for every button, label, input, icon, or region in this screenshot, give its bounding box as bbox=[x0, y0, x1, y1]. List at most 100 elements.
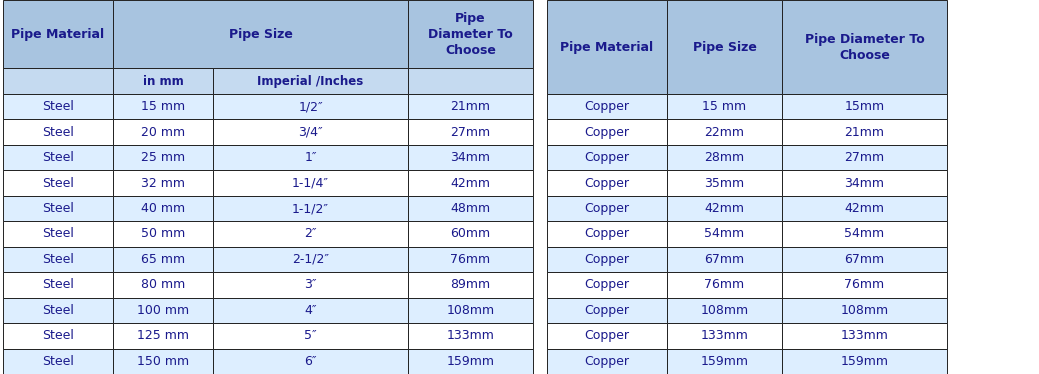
Bar bbox=[3, 272, 113, 298]
Text: Copper: Copper bbox=[585, 329, 630, 342]
Text: 28mm: 28mm bbox=[704, 151, 745, 164]
Text: 2″: 2″ bbox=[304, 227, 317, 240]
Bar bbox=[113, 349, 213, 374]
Bar bbox=[547, 221, 667, 247]
Text: 159mm: 159mm bbox=[700, 355, 748, 368]
Text: in mm: in mm bbox=[142, 74, 183, 88]
Bar bbox=[547, 196, 667, 221]
Bar bbox=[113, 272, 213, 298]
Text: 3/4″: 3/4″ bbox=[298, 126, 323, 139]
Text: 27mm: 27mm bbox=[451, 126, 490, 139]
Text: 54mm: 54mm bbox=[704, 227, 745, 240]
Bar bbox=[213, 247, 408, 272]
Bar bbox=[3, 119, 113, 145]
Text: Steel: Steel bbox=[42, 355, 74, 368]
Bar bbox=[3, 247, 113, 272]
Text: 67mm: 67mm bbox=[845, 253, 884, 266]
Bar bbox=[3, 68, 113, 94]
Bar bbox=[213, 145, 408, 171]
Bar bbox=[667, 323, 782, 349]
Text: Copper: Copper bbox=[585, 177, 630, 190]
Text: 5″: 5″ bbox=[304, 329, 317, 342]
Text: 50 mm: 50 mm bbox=[141, 227, 185, 240]
Bar bbox=[3, 0, 113, 68]
Text: 3″: 3″ bbox=[304, 278, 317, 291]
Bar bbox=[782, 221, 947, 247]
Bar bbox=[667, 349, 782, 374]
Bar bbox=[113, 119, 213, 145]
Text: 67mm: 67mm bbox=[704, 253, 745, 266]
Bar bbox=[3, 221, 113, 247]
Text: Copper: Copper bbox=[585, 304, 630, 317]
Bar bbox=[408, 247, 533, 272]
Bar bbox=[667, 272, 782, 298]
Text: 21mm: 21mm bbox=[451, 100, 490, 113]
Text: 80 mm: 80 mm bbox=[141, 278, 185, 291]
Text: 34mm: 34mm bbox=[451, 151, 490, 164]
Text: 76mm: 76mm bbox=[704, 278, 745, 291]
Bar bbox=[667, 196, 782, 221]
Text: Steel: Steel bbox=[42, 278, 74, 291]
Text: Steel: Steel bbox=[42, 202, 74, 215]
Text: 21mm: 21mm bbox=[845, 126, 884, 139]
Bar bbox=[113, 196, 213, 221]
Bar bbox=[113, 298, 213, 323]
Text: 76mm: 76mm bbox=[451, 253, 490, 266]
Bar bbox=[113, 221, 213, 247]
Text: 76mm: 76mm bbox=[845, 278, 884, 291]
Bar bbox=[3, 196, 113, 221]
Bar bbox=[782, 94, 947, 119]
Bar bbox=[782, 171, 947, 196]
Text: 125 mm: 125 mm bbox=[137, 329, 189, 342]
Text: Pipe Material: Pipe Material bbox=[560, 40, 654, 53]
Text: Copper: Copper bbox=[585, 355, 630, 368]
Text: Copper: Copper bbox=[585, 202, 630, 215]
Text: Copper: Copper bbox=[585, 100, 630, 113]
Text: 42mm: 42mm bbox=[845, 202, 884, 215]
Bar bbox=[547, 247, 667, 272]
Bar bbox=[408, 119, 533, 145]
Bar bbox=[113, 0, 408, 68]
Bar bbox=[667, 221, 782, 247]
Bar bbox=[782, 272, 947, 298]
Text: 42mm: 42mm bbox=[451, 177, 490, 190]
Bar bbox=[408, 323, 533, 349]
Text: Pipe Size: Pipe Size bbox=[229, 28, 292, 40]
Bar bbox=[3, 298, 113, 323]
Bar bbox=[547, 171, 667, 196]
Bar bbox=[408, 298, 533, 323]
Text: 35mm: 35mm bbox=[704, 177, 745, 190]
Text: 6″: 6″ bbox=[304, 355, 317, 368]
Bar bbox=[408, 272, 533, 298]
Text: Copper: Copper bbox=[585, 278, 630, 291]
Bar bbox=[782, 323, 947, 349]
Bar bbox=[408, 196, 533, 221]
Bar bbox=[3, 94, 113, 119]
Bar bbox=[547, 145, 667, 171]
Text: Pipe Diameter To
Choose: Pipe Diameter To Choose bbox=[804, 33, 925, 61]
Text: 32 mm: 32 mm bbox=[141, 177, 185, 190]
Bar bbox=[113, 171, 213, 196]
Bar bbox=[782, 298, 947, 323]
Text: 1-1/4″: 1-1/4″ bbox=[292, 177, 329, 190]
Text: 133mm: 133mm bbox=[447, 329, 495, 342]
Bar bbox=[547, 119, 667, 145]
Bar bbox=[782, 247, 947, 272]
Text: 22mm: 22mm bbox=[704, 126, 745, 139]
Text: Pipe
Diameter To
Choose: Pipe Diameter To Choose bbox=[428, 12, 513, 56]
Bar bbox=[782, 196, 947, 221]
Text: Copper: Copper bbox=[585, 227, 630, 240]
Text: 25 mm: 25 mm bbox=[141, 151, 185, 164]
Text: 4″: 4″ bbox=[304, 304, 317, 317]
Text: 108mm: 108mm bbox=[700, 304, 748, 317]
Text: 108mm: 108mm bbox=[841, 304, 888, 317]
Text: 1/2″: 1/2″ bbox=[298, 100, 323, 113]
Text: 89mm: 89mm bbox=[451, 278, 490, 291]
Bar bbox=[547, 323, 667, 349]
Text: 40 mm: 40 mm bbox=[141, 202, 185, 215]
Bar bbox=[213, 94, 408, 119]
Bar bbox=[667, 171, 782, 196]
Text: Steel: Steel bbox=[42, 126, 74, 139]
Bar bbox=[408, 349, 533, 374]
Bar bbox=[547, 272, 667, 298]
